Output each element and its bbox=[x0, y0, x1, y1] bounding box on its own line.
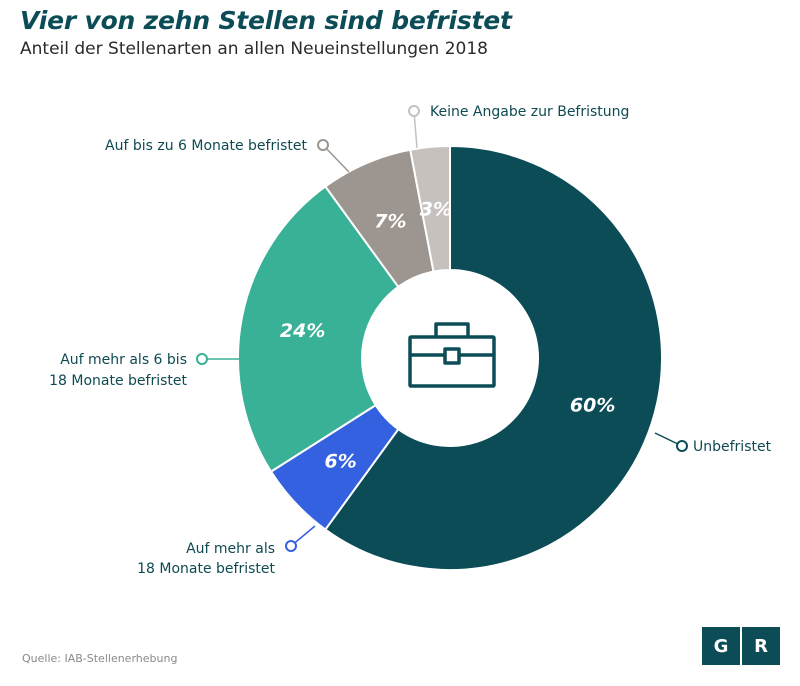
leader-line-keine-angabe-zur-befristung bbox=[413, 110, 418, 149]
value-label-auf-mehr-als-6-bis-18-monate-befristet: 24% bbox=[280, 320, 325, 342]
chart-subtitle: Anteil der Stellenarten an allen Neueins… bbox=[20, 39, 488, 59]
category-label-auf-bis-zu-6-monate-befristet: Auf bis zu 6 Monate befristet bbox=[105, 138, 307, 154]
category-label-keine-angabe-zur-befristung: Keine Angabe zur Befristung bbox=[430, 104, 629, 120]
value-label-unbefristet: 60% bbox=[570, 394, 615, 416]
logo-letter-g: G bbox=[702, 627, 740, 665]
category-label-unbefristet: Unbefristet bbox=[693, 439, 772, 455]
leader-marker-keine-angabe-zur-befristung bbox=[408, 105, 420, 117]
leader-marker-auf-mehr-als-6-bis-18-monate-befristet bbox=[196, 353, 208, 365]
leader-marker-unbefristet bbox=[676, 440, 688, 452]
leader-marker-auf-bis-zu-6-monate-befristet bbox=[317, 139, 329, 151]
category-label-auf-mehr-als-6-bis-18-monate-befristet: Auf mehr als 6 bis 18 Monate befristet bbox=[49, 352, 187, 389]
value-label-keine-angabe-zur-befristung: 3% bbox=[420, 199, 452, 221]
publisher-logo: G R bbox=[702, 627, 780, 665]
value-label-auf-mehr-als-18-monate-befristet: 6% bbox=[325, 451, 357, 473]
logo-letter-r: R bbox=[742, 627, 780, 665]
leader-line-auf-bis-zu-6-monate-befristet bbox=[322, 144, 350, 173]
chart-title: Vier von zehn Stellen sind befristet bbox=[20, 6, 512, 35]
briefcase-icon bbox=[408, 322, 496, 388]
leader-marker-auf-mehr-als-18-monate-befristet bbox=[285, 540, 297, 552]
value-label-auf-bis-zu-6-monate-befristet: 7% bbox=[374, 210, 406, 232]
category-label-auf-mehr-als-18-monate-befristet: Auf mehr als 18 Monate befristet bbox=[137, 541, 275, 577]
source-note: Quelle: IAB-Stellenerhebung bbox=[22, 652, 178, 665]
